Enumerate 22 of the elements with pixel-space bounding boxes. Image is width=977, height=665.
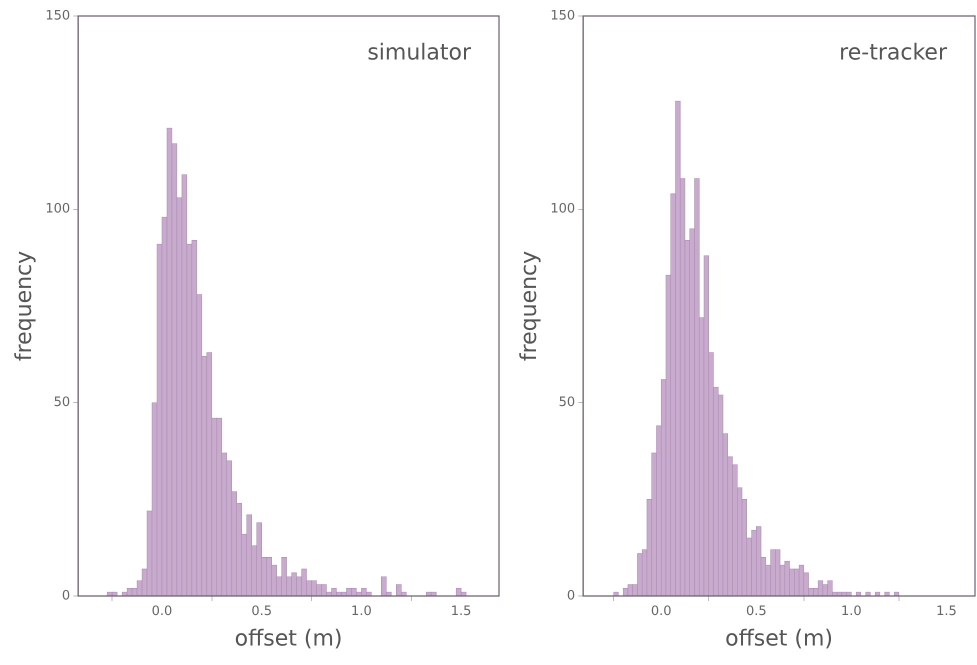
text: re-tracker xyxy=(839,40,948,66)
y-tick-label: 150 xyxy=(550,8,576,24)
x-tick-label: 1.5 xyxy=(450,604,472,620)
text: simulator xyxy=(367,40,472,66)
y-tick-label: 150 xyxy=(45,8,70,24)
x-axis-title: offset (m) xyxy=(234,626,343,652)
y-axis-title: frequency xyxy=(12,250,37,362)
x-tick-label: 0.0 xyxy=(650,604,672,620)
y-tick-label: 100 xyxy=(45,202,70,217)
x-tick-label: 1.0 xyxy=(841,604,862,620)
x-axis-title: offset (m) xyxy=(725,626,834,652)
x-tick-label: 0.5 xyxy=(746,604,767,620)
y-tick-label: 50 xyxy=(54,395,70,410)
y-tick-label: 100 xyxy=(550,202,576,217)
y-tick-label: 0 xyxy=(62,588,70,604)
x-tick-label: 1.0 xyxy=(351,604,372,620)
x-tick-label: 1.5 xyxy=(936,604,957,620)
x-tick-label: 0.0 xyxy=(152,604,172,620)
y-tick-label: 0 xyxy=(566,588,576,604)
x-tick-label: 0.5 xyxy=(251,604,272,620)
y-tick-label: 50 xyxy=(558,395,576,410)
y-axis-title: frequency xyxy=(516,250,542,362)
